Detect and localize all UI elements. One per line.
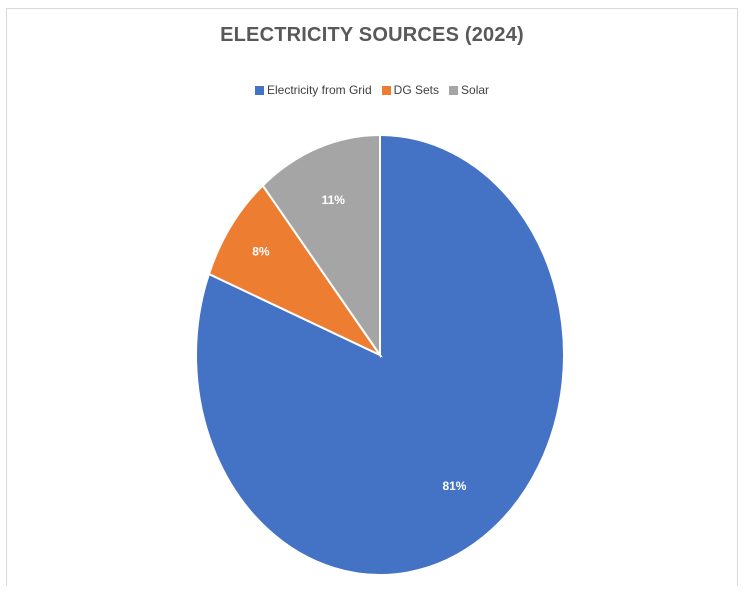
legend-label-dg-sets: DG Sets: [393, 83, 440, 97]
pie-slice-dg-sets: [207, 183, 383, 358]
legend-swatch-dg-sets: [381, 85, 391, 95]
pie-slice-solar: [261, 133, 381, 359]
data-label-solar: 11%: [322, 193, 346, 207]
data-label-grid: 81%: [442, 479, 466, 493]
legend-item-dg-sets: DG Sets: [381, 83, 440, 97]
legend-label-solar: Solar: [461, 83, 490, 97]
chart-legend: Electricity from Grid DG Sets Solar: [0, 83, 744, 97]
legend-swatch-solar: [449, 85, 459, 95]
legend-swatch-grid: [254, 85, 264, 95]
data-label-dg-sets: 8%: [252, 245, 270, 259]
legend-label-grid: Electricity from Grid: [266, 83, 372, 97]
legend-item-solar: Solar: [449, 83, 489, 97]
legend-item-grid: Electricity from Grid: [254, 83, 372, 97]
chart-title: ELECTRICITY SOURCES (2024): [220, 24, 524, 46]
